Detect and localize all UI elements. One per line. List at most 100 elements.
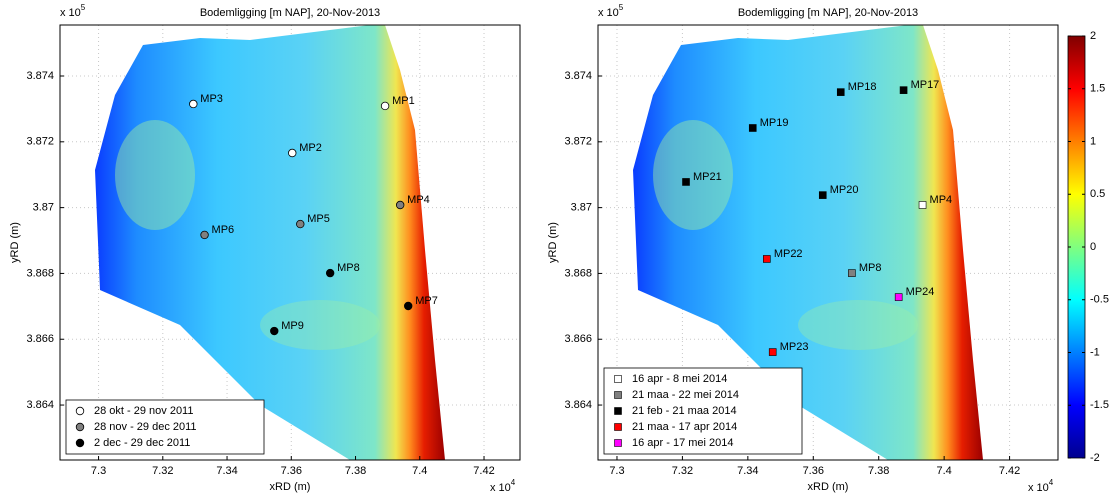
point-label: MP4 — [407, 194, 430, 206]
legend-marker — [614, 439, 622, 447]
exponent-power: 5 — [619, 3, 624, 12]
legend-label: 16 apr - 8 mei 2014 — [632, 373, 727, 385]
legend-label: 21 maa - 17 apr 2014 — [632, 421, 737, 433]
colorbar-tick-label: 1 — [1090, 135, 1096, 147]
legend-label: 28 nov - 29 dec 2011 — [94, 421, 197, 433]
marker — [288, 148, 297, 158]
x-tick-label: 7.36 — [803, 465, 824, 477]
x-tick-label: 7.38 — [868, 465, 889, 477]
marker — [894, 293, 903, 301]
marker — [380, 101, 390, 111]
marker — [395, 200, 405, 210]
x-tick-label: 7.42 — [999, 465, 1020, 477]
marker — [270, 326, 279, 336]
x-tick-label: 7.34 — [216, 465, 237, 477]
exponent-base: x 10 — [598, 7, 619, 19]
exponent-base: x 10 — [60, 7, 81, 19]
x-tick-label: 7.3 — [91, 465, 106, 477]
y-tick-label: 3.874 — [564, 70, 592, 82]
x-tick-label: 7.32 — [152, 465, 173, 477]
x-tick-label: 7.4 — [412, 465, 427, 477]
colorbar-tick-label: 2 — [1090, 30, 1096, 42]
y-axis-label: yRD (m) — [547, 222, 559, 263]
x-tick-label: 7.42 — [473, 465, 494, 477]
point-label: MP8 — [859, 262, 882, 274]
exponent-base: x 10 — [1028, 482, 1049, 494]
point-label: MP21 — [693, 171, 722, 183]
y-tick-label: 3.868 — [26, 267, 54, 279]
y-tick-label: 3.874 — [26, 70, 54, 82]
exponent-power: 4 — [511, 478, 516, 487]
legend-marker — [75, 438, 85, 448]
marker — [763, 255, 771, 263]
x-tick-label: 7.3 — [609, 465, 624, 477]
marker — [818, 191, 827, 199]
y-tick-label: 3.866 — [564, 333, 592, 345]
marker — [296, 219, 305, 229]
x-exponent: x 104 — [1028, 478, 1054, 494]
x-axis-label: xRD (m) — [270, 481, 311, 493]
axes-frame — [597, 24, 1059, 461]
legend-label: 21 feb - 21 maa 2014 — [632, 405, 737, 417]
chart-title: Bodemligging [m NAP], 20-Nov-2013 — [738, 7, 918, 19]
y-tick-label: 3.87 — [33, 202, 54, 214]
exponent-power: 4 — [1049, 478, 1054, 487]
point-label: MP4 — [930, 194, 953, 206]
point-label: MP24 — [906, 286, 935, 298]
point-label: MP2 — [299, 142, 322, 154]
marker — [848, 269, 856, 277]
marker — [200, 230, 209, 240]
exponent-base: x 10 — [490, 482, 511, 494]
legend-marker — [75, 422, 85, 432]
marker — [768, 348, 777, 356]
legend-box — [65, 399, 265, 455]
marker — [899, 86, 908, 94]
point-label: MP20 — [830, 184, 859, 196]
x-tick-label: 7.32 — [672, 465, 693, 477]
legend-marker — [614, 391, 622, 399]
point-label: MP17 — [911, 79, 940, 91]
colorbar-tick-label: -2 — [1090, 452, 1100, 464]
x-tick-label: 7.4 — [936, 465, 951, 477]
point-label: MP3 — [200, 93, 223, 105]
legend-marker — [614, 375, 622, 383]
point-label: MP8 — [337, 262, 360, 274]
marker — [748, 124, 757, 132]
y-tick-label: 3.864 — [26, 399, 54, 411]
marker — [189, 99, 198, 109]
exponent-power: 5 — [81, 3, 86, 12]
point-label: MP6 — [212, 224, 235, 236]
colorbar-tick-label: 1.5 — [1090, 83, 1105, 95]
marker — [404, 301, 413, 311]
x-tick-label: 7.34 — [737, 465, 758, 477]
y-tick-label: 3.872 — [26, 136, 54, 148]
y-tick-label: 3.87 — [571, 202, 592, 214]
colorbar-tick-label: -1 — [1090, 346, 1100, 358]
x-tick-label: 7.38 — [345, 465, 366, 477]
x-exponent: x 104 — [490, 478, 516, 494]
colorbar-tick-label: -1.5 — [1090, 399, 1109, 411]
point-label: MP9 — [281, 320, 304, 332]
marker — [836, 88, 845, 96]
y-tick-label: 3.872 — [564, 136, 592, 148]
point-label: MP19 — [760, 117, 789, 129]
marker — [682, 178, 690, 186]
point-label: MP18 — [848, 81, 877, 93]
legend-label: 16 apr - 17 mei 2014 — [632, 437, 734, 449]
legend-label: 21 maa - 22 mei 2014 — [632, 389, 739, 401]
point-label: MP23 — [780, 341, 809, 353]
chart-title: Bodemligging [m NAP], 20-Nov-2013 — [200, 7, 380, 19]
y-exponent: x 105 — [60, 3, 86, 19]
legend-label: 2 dec - 29 dec 2011 — [94, 437, 190, 449]
y-tick-label: 3.864 — [564, 399, 592, 411]
axes-frame — [59, 24, 521, 461]
x-axis-label: xRD (m) — [808, 481, 849, 493]
legend-marker — [75, 406, 85, 416]
legend-marker — [614, 423, 622, 431]
point-label: MP5 — [307, 213, 330, 225]
marker — [918, 201, 927, 209]
y-exponent: x 105 — [598, 3, 624, 19]
plot-area — [60, 25, 520, 460]
y-axis-label: yRD (m) — [9, 222, 21, 263]
